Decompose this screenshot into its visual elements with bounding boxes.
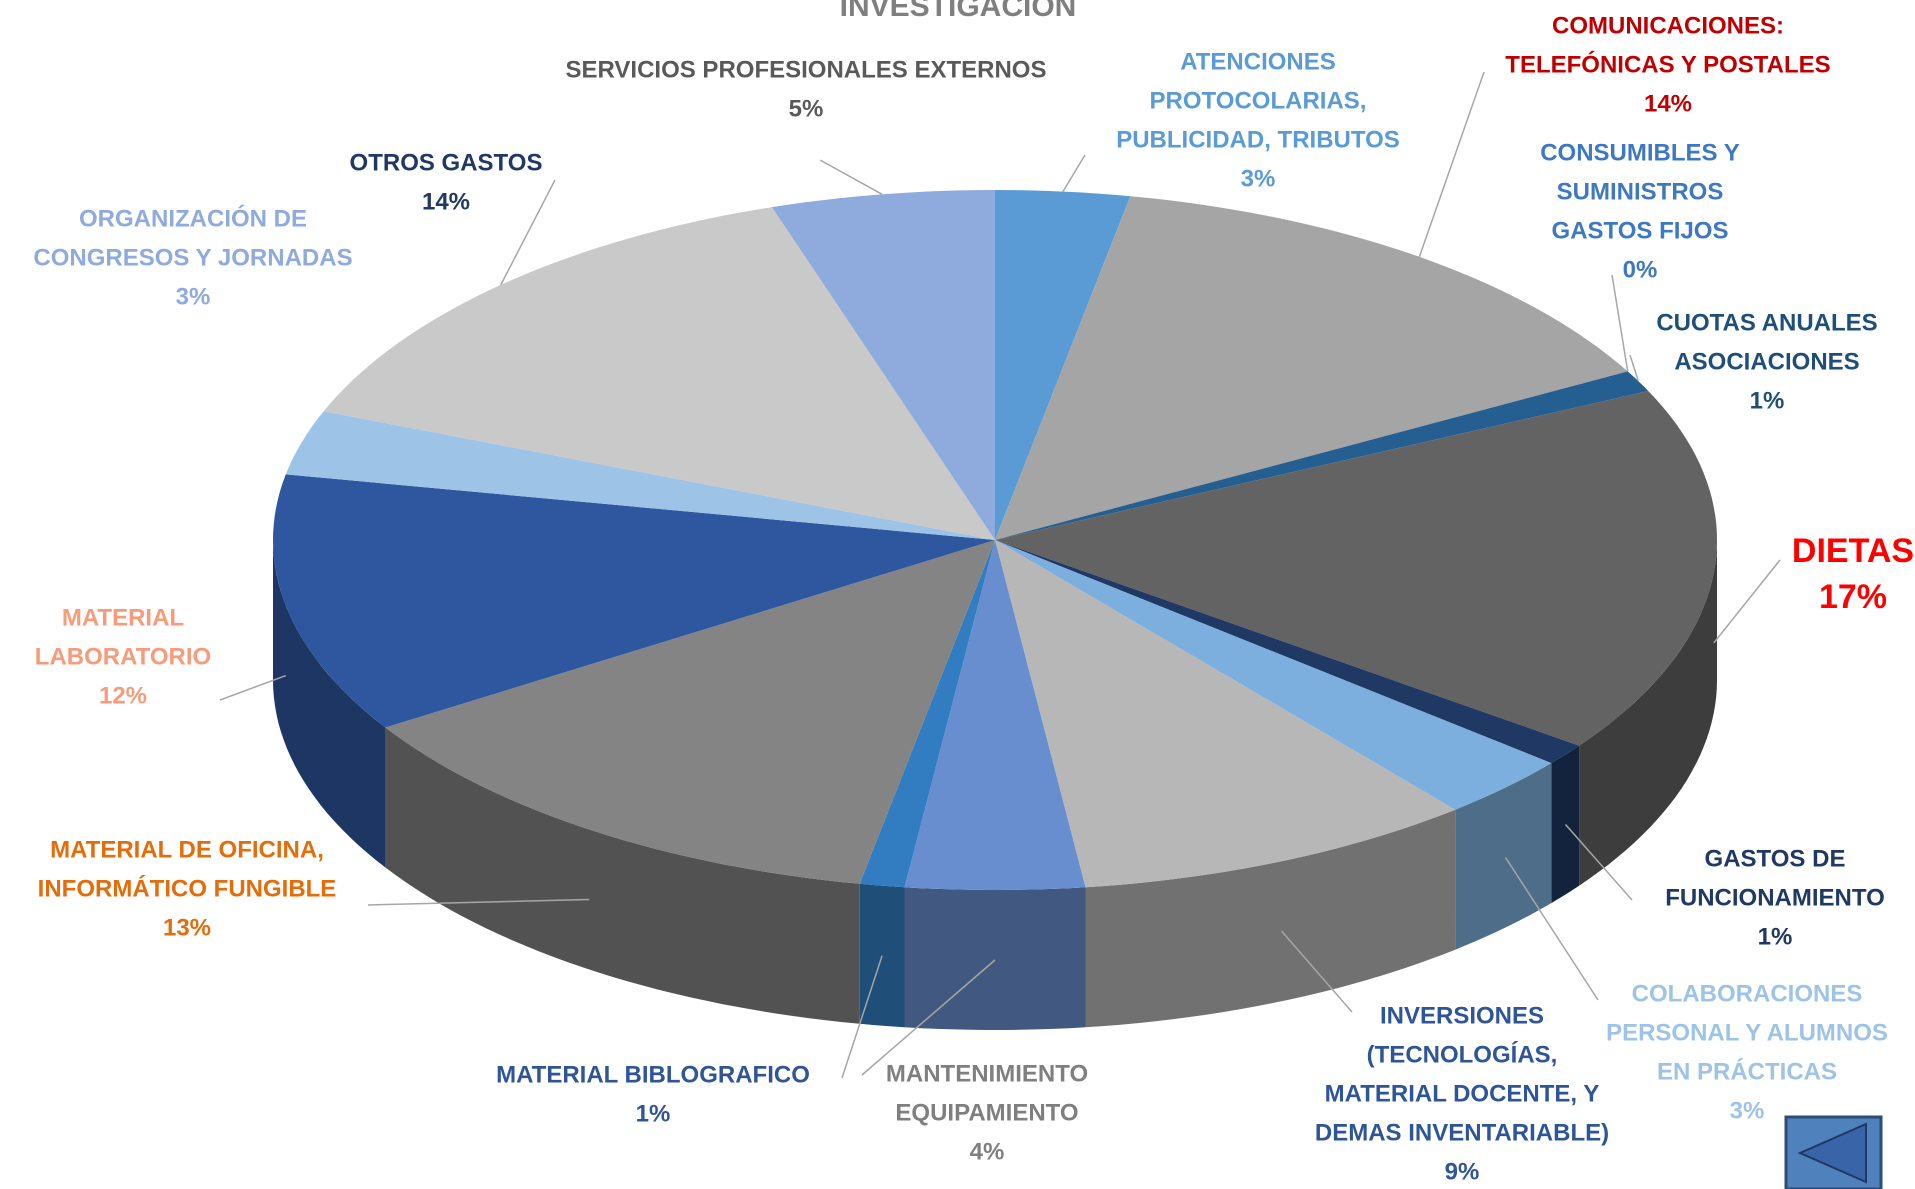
- slice: [995, 540, 1580, 764]
- category-label: ATENCIONES: [1180, 48, 1336, 75]
- pie-tops: [273, 190, 1717, 890]
- category-label: PUBLICIDAD, TRIBUTOS: [1116, 126, 1400, 153]
- leader-line: [1062, 154, 1086, 192]
- category-label: MATERIAL: [62, 604, 184, 631]
- value-label: 1%: [1750, 387, 1785, 414]
- leader-line: [861, 959, 996, 1076]
- category-label: ORGANIZACIÓN DE: [79, 204, 307, 232]
- value-label: 12%: [99, 682, 147, 709]
- leader-line: [1564, 824, 1633, 901]
- value-label: 3%: [1241, 165, 1276, 192]
- value-label: 3%: [176, 283, 211, 310]
- value-label: 1%: [1758, 923, 1793, 950]
- slice-side: [1579, 540, 1717, 886]
- slice: [995, 371, 1649, 540]
- value-label: 13%: [163, 914, 211, 941]
- category-label: MANTENIMIENTO: [886, 1060, 1088, 1087]
- category-label: SERVICIOS PROFESIONALES EXTERNOS: [566, 56, 1047, 83]
- value-label: 14%: [1644, 90, 1692, 117]
- category-label: DIETAS: [1792, 532, 1914, 570]
- slice: [323, 207, 995, 540]
- value-label: 14%: [422, 188, 470, 215]
- slice: [771, 190, 995, 540]
- value-label: 9%: [1445, 1158, 1480, 1185]
- value-label: 1%: [636, 1100, 671, 1127]
- category-label: MATERIAL BIBLOGRAFICO: [496, 1061, 810, 1088]
- leader-line: [1713, 559, 1781, 644]
- back-button[interactable]: [1784, 1115, 1883, 1189]
- category-label: CONSUMIBLES Y: [1540, 139, 1740, 166]
- category-label: EQUIPAMIENTO: [895, 1099, 1078, 1126]
- slice: [904, 540, 1086, 890]
- leader-line: [1418, 71, 1485, 258]
- category-label: CONGRESOS Y JORNADAS: [33, 244, 352, 271]
- category-label: ASOCIACIONES: [1674, 348, 1859, 375]
- category-label: INFORMÁTICO FUNGIBLE: [38, 874, 337, 902]
- category-label: (TECNOLOGÍAS,: [1367, 1040, 1558, 1068]
- back-button-arrow[interactable]: [1797, 1122, 1867, 1184]
- category-label: DEMAS INVENTARIABLE): [1315, 1119, 1609, 1146]
- category-label: MATERIAL DOCENTE, Y: [1325, 1080, 1600, 1107]
- value-label: 17%: [1819, 578, 1887, 616]
- chart-title: INVESTIGACIÓN: [840, 0, 1077, 23]
- category-label: OTROS GASTOS: [350, 149, 543, 176]
- category-label: PROTOCOLARIAS,: [1150, 87, 1367, 114]
- slice: [995, 196, 1628, 540]
- category-label: GASTOS DE: [1705, 845, 1846, 872]
- slice: [285, 411, 995, 540]
- slice: [995, 391, 1717, 746]
- leader-line: [367, 898, 590, 906]
- leader-line: [1611, 274, 1629, 372]
- leader-line: [819, 159, 883, 195]
- value-label: 4%: [970, 1138, 1005, 1165]
- slice-side: [1085, 809, 1456, 1028]
- category-label: MATERIAL DE OFICINA,: [50, 836, 324, 863]
- slice: [995, 540, 1456, 888]
- leader-line: [219, 674, 287, 701]
- leader-line: [500, 179, 556, 286]
- slice-side: [385, 727, 860, 1024]
- slice: [995, 190, 1131, 540]
- leader-line: [841, 955, 883, 1079]
- value-label: 5%: [789, 95, 824, 122]
- slice: [859, 540, 995, 888]
- slice-side: [1551, 745, 1580, 904]
- leader-line: [1281, 930, 1353, 1013]
- category-label: CUOTAS ANUALES: [1656, 309, 1877, 336]
- category-label: COLABORACIONES: [1632, 980, 1863, 1007]
- pie-sides: [273, 540, 1717, 1030]
- value-label: 3%: [1730, 1097, 1765, 1124]
- slice-side: [1455, 763, 1552, 950]
- category-label: FUNCIONAMIENTO: [1665, 884, 1885, 911]
- slice: [995, 540, 1552, 810]
- leader-line: [1504, 857, 1599, 1001]
- category-label: TELEFÓNICAS Y POSTALES: [1505, 50, 1830, 78]
- slice-side: [904, 887, 1086, 1030]
- category-label: EN PRÁCTICAS: [1657, 1057, 1837, 1085]
- slice-side: [273, 540, 386, 868]
- slice: [385, 540, 995, 884]
- category-label: SUMINISTROS: [1557, 178, 1724, 205]
- slice: [273, 474, 995, 728]
- category-label: PERSONAL Y ALUMNOS: [1606, 1019, 1888, 1046]
- category-label: INVERSIONES: [1380, 1002, 1544, 1029]
- leader-line: [1629, 354, 1640, 382]
- category-label: GASTOS FIJOS: [1552, 217, 1729, 244]
- value-label: 0%: [1623, 256, 1658, 283]
- category-label: LABORATORIO: [35, 643, 211, 670]
- category-label: COMUNICACIONES:: [1552, 12, 1784, 39]
